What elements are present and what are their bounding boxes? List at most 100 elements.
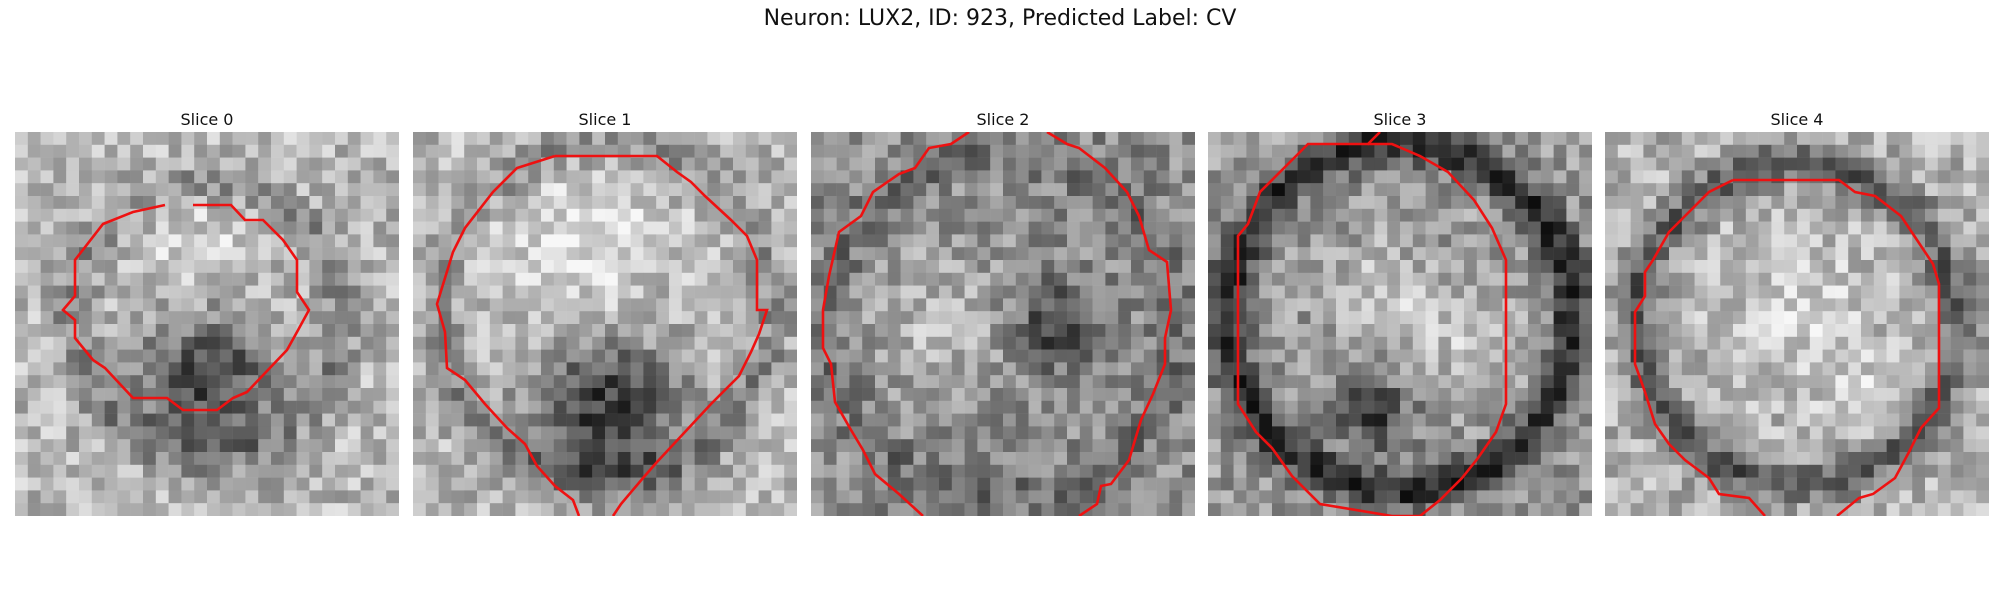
pixel	[347, 426, 361, 440]
pixel	[1464, 247, 1478, 261]
pixel	[1720, 272, 1734, 286]
pixel	[1963, 426, 1977, 440]
pixel	[669, 426, 683, 440]
pixel	[643, 183, 657, 197]
pixel	[1912, 375, 1926, 389]
pixel	[1540, 272, 1554, 286]
pixel	[451, 298, 465, 312]
pixel	[386, 324, 399, 338]
pixel	[1912, 452, 1926, 466]
pixel	[977, 362, 991, 376]
pixel	[900, 247, 914, 261]
pixel	[271, 196, 285, 210]
pixel	[1912, 336, 1926, 350]
pixel	[784, 260, 797, 274]
pixel	[862, 426, 876, 440]
pixel	[1937, 132, 1951, 146]
pixel	[1963, 221, 1977, 235]
pixel	[271, 208, 285, 222]
pixel	[862, 388, 876, 402]
pixel	[1643, 285, 1657, 299]
pixel	[1143, 208, 1157, 222]
pixel	[630, 503, 644, 516]
pixel	[1054, 298, 1068, 312]
pixel	[1310, 324, 1324, 338]
pixel	[977, 132, 991, 146]
pixel	[541, 388, 555, 402]
pixel	[1925, 464, 1939, 478]
pixel	[1464, 426, 1478, 440]
pixel	[283, 400, 297, 414]
pixel	[1950, 375, 1964, 389]
pixel	[271, 247, 285, 261]
pixel	[1387, 298, 1401, 312]
pixel	[1976, 260, 1989, 274]
pixel	[1976, 375, 1989, 389]
pixel	[271, 426, 285, 440]
pixel	[1963, 157, 1977, 171]
pixel	[489, 336, 503, 350]
pixel	[425, 439, 439, 453]
pixel	[1515, 247, 1529, 261]
pixel	[117, 183, 131, 197]
pixel	[1553, 349, 1567, 363]
pixel	[438, 477, 452, 491]
pixel	[579, 375, 593, 389]
pixel	[502, 324, 516, 338]
pixel	[232, 247, 246, 261]
pixel	[1438, 413, 1452, 427]
pixel	[630, 285, 644, 299]
pixel	[990, 234, 1004, 248]
pixel	[143, 208, 157, 222]
pixel	[477, 336, 491, 350]
pixel	[1246, 234, 1260, 248]
pixel	[887, 221, 901, 235]
pixel	[605, 132, 619, 146]
pixel	[707, 208, 721, 222]
pixel	[1464, 477, 1478, 491]
pixel	[168, 324, 182, 338]
pixel	[1310, 413, 1324, 427]
pixel	[1809, 285, 1823, 299]
pixel	[1835, 208, 1849, 222]
pixel	[733, 477, 747, 491]
pixel	[951, 375, 965, 389]
pixel	[964, 132, 978, 146]
pixel	[823, 157, 837, 171]
pixel	[1284, 170, 1298, 184]
pixel	[1899, 413, 1913, 427]
pixel	[1067, 157, 1081, 171]
pixel	[1438, 183, 1452, 197]
pixel	[1579, 196, 1592, 210]
pixel	[1041, 157, 1055, 171]
pixel	[413, 132, 427, 146]
pixel	[1899, 272, 1913, 286]
pixel	[451, 132, 465, 146]
pixel	[143, 311, 157, 325]
pixel	[1400, 400, 1414, 414]
pixel	[771, 170, 785, 184]
pixel	[566, 388, 580, 402]
pixel	[104, 221, 118, 235]
pixel	[964, 170, 978, 184]
pixel	[181, 388, 195, 402]
pixel	[1733, 400, 1747, 414]
pixel	[1272, 490, 1286, 504]
pixel	[322, 490, 336, 504]
pixel	[1259, 349, 1273, 363]
pixel	[181, 285, 195, 299]
pixel	[258, 196, 272, 210]
pixel	[1387, 221, 1401, 235]
pixel	[1617, 452, 1631, 466]
pixel	[771, 426, 785, 440]
pixel	[1950, 170, 1964, 184]
pixel	[219, 311, 233, 325]
pixel	[91, 208, 105, 222]
pixel	[1861, 170, 1875, 184]
pixel	[1963, 285, 1977, 299]
pixel	[681, 208, 695, 222]
pixel	[1169, 298, 1183, 312]
pixel	[1464, 490, 1478, 504]
pixel	[1182, 336, 1195, 350]
pixel	[1771, 375, 1785, 389]
